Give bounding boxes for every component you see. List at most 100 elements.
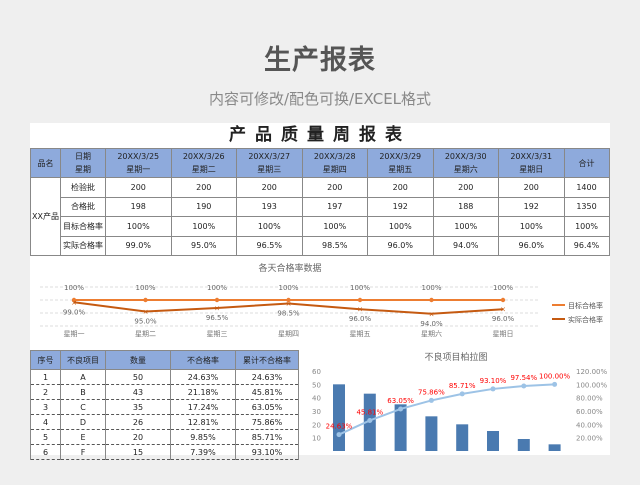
- legend-label: 实际合格率: [568, 315, 603, 324]
- cell: 50: [105, 369, 171, 385]
- cell: 96.0%: [498, 235, 565, 256]
- table-row: 目标合格率 100% 100% 100% 100% 100% 100% 100% 100%: [31, 216, 610, 237]
- data-label: 96.5%: [206, 314, 229, 322]
- x-tick-label: 星期一: [64, 330, 85, 338]
- cell: 200: [170, 177, 237, 198]
- y2-tick-label: 40.00%: [576, 421, 603, 429]
- header-date-value: 20XX/3/27: [248, 152, 291, 161]
- cell: 43: [105, 384, 171, 400]
- cumulative-point: [552, 381, 558, 387]
- cell: 6: [30, 444, 61, 460]
- cumulative-label: 45.81%: [356, 408, 383, 416]
- cell: 200: [498, 177, 565, 198]
- x-tick-label: 星期日: [493, 330, 514, 338]
- header-day: 20XX/3/27 星期三: [236, 148, 303, 178]
- cell: 192: [498, 196, 565, 217]
- header-date-value: 20XX/3/25: [117, 152, 160, 161]
- y2-tick-label: 20.00%: [576, 435, 603, 443]
- cell: 9.85%: [170, 429, 236, 445]
- bar: [425, 416, 438, 451]
- data-label: 95.0%: [134, 318, 157, 326]
- cumulative-point: [367, 417, 373, 423]
- cumulative-label: 85.71%: [449, 382, 476, 390]
- data-label: 99.0%: [63, 308, 86, 316]
- legend-label: 目标合格率: [568, 301, 603, 310]
- header-date-value: 20XX/3/29: [379, 152, 422, 161]
- cumulative-label: 100.00%: [539, 372, 570, 380]
- cumulative-point: [428, 397, 434, 403]
- y-tick-label: 30: [312, 408, 321, 416]
- cell: D: [60, 414, 106, 430]
- header-weekday-value: 星期三: [257, 165, 282, 174]
- cell: 3: [30, 399, 61, 415]
- row-total: 1350: [563, 196, 610, 217]
- table-row: 5 E 20 9.85% 85.71%: [30, 429, 299, 445]
- header-total: 合计: [563, 148, 610, 178]
- bar: [456, 424, 469, 451]
- y2-tick-label: 120.00%: [576, 368, 607, 376]
- cell: 100%: [432, 216, 499, 237]
- data-point: [429, 297, 434, 303]
- defect-header: 数量: [105, 350, 171, 370]
- header-weekday-value: 星期日: [519, 165, 544, 174]
- cumulative-point: [521, 383, 527, 389]
- cell: 24.63%: [235, 369, 299, 385]
- cell: A: [60, 369, 106, 385]
- page-subtitle: 内容可修改/配色可换/EXCEL格式: [208, 90, 432, 108]
- header-day: 20XX/3/28 星期四: [301, 148, 368, 178]
- data-point: [71, 297, 77, 303]
- cell: B: [60, 384, 106, 400]
- cell: 100%: [236, 216, 303, 237]
- cell: 99.0%: [105, 235, 172, 256]
- header-date-value: 20XX/3/31: [510, 152, 553, 161]
- cell: 193: [236, 196, 303, 217]
- table-row: 4 D 26 12.81% 75.86%: [30, 414, 299, 430]
- data-label: 100%: [64, 284, 84, 292]
- data-label: 94.0%: [420, 320, 443, 328]
- y2-tick-label: 60.00%: [576, 408, 603, 416]
- table-row: XX产品 检验批 200 200 200 200 200 200 200 1400: [30, 177, 610, 256]
- data-label: 100%: [350, 284, 370, 292]
- x-tick-label: 星期五: [350, 330, 371, 338]
- table-row: 6 F 15 7.39% 93.10%: [30, 444, 299, 460]
- cumulative-point: [336, 432, 342, 438]
- y2-tick-label: 100.00%: [576, 381, 607, 389]
- cumulative-point: [398, 406, 404, 412]
- daily-pass-rate-chart: 各天合格率数据 100% 100% 100% 100% 100% 100% 100% 目标合格率…: [40, 262, 603, 338]
- header-date-weekday: 日期 星期: [60, 148, 106, 178]
- data-label: 100%: [421, 284, 441, 292]
- cell: 100%: [367, 216, 434, 237]
- cell: 1: [30, 369, 61, 385]
- header-weekday-value: 星期六: [453, 165, 478, 174]
- cumulative-label: 24.63%: [326, 423, 353, 431]
- data-label: 96.0%: [492, 315, 515, 323]
- cell: 192: [367, 196, 434, 217]
- bar: [548, 444, 561, 451]
- data-label: 96.0%: [349, 315, 372, 323]
- cell: 93.10%: [235, 444, 299, 460]
- header-weekday: 星期: [75, 165, 91, 174]
- defect-pareto-chart: 不良项目柏拉图 60 50 40 30 20 10 120.00% 100.00% 80.00% 6…: [312, 351, 607, 451]
- data-point: [357, 297, 363, 303]
- cell: 200: [301, 177, 368, 198]
- chart-title: 各天合格率数据: [258, 262, 321, 274]
- data-label: 100%: [135, 284, 155, 292]
- table-row: 3 C 35 17.24% 63.05%: [30, 399, 299, 415]
- cumulative-label: 93.10%: [480, 377, 507, 385]
- cell: 96.5%: [236, 235, 303, 256]
- cell: 4: [30, 414, 61, 430]
- y-tick-label: 60: [312, 368, 321, 376]
- cell: 85.71%: [235, 429, 299, 445]
- row-label: 目标合格率: [60, 216, 106, 237]
- report-title: 产品质量周报表: [229, 125, 411, 145]
- cell: 20: [105, 429, 171, 445]
- row-total: 96.4%: [563, 235, 610, 256]
- header-date-value: 20XX/3/28: [313, 152, 356, 161]
- cumulative-point: [490, 386, 496, 392]
- cell: 200: [432, 177, 499, 198]
- cell: 45.81%: [235, 384, 299, 400]
- row-label: 实际合格率: [60, 235, 106, 256]
- cell: 200: [105, 177, 172, 198]
- cell: 100%: [105, 216, 172, 237]
- chart-title: 不良项目柏拉图: [424, 351, 487, 363]
